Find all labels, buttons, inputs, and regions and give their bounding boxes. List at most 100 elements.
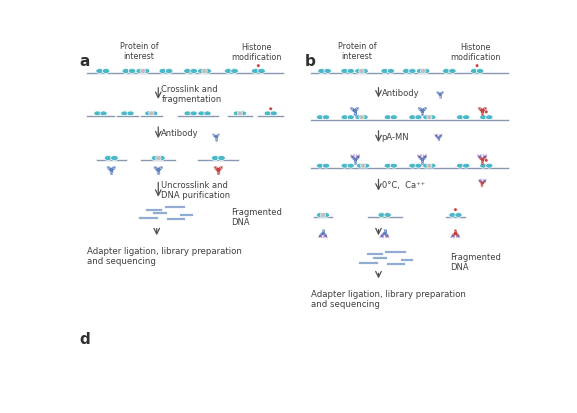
Ellipse shape [184, 112, 191, 116]
Ellipse shape [359, 116, 364, 120]
Ellipse shape [353, 155, 354, 157]
Ellipse shape [424, 108, 426, 110]
Ellipse shape [264, 112, 271, 116]
Ellipse shape [479, 157, 481, 159]
Ellipse shape [269, 108, 272, 111]
Ellipse shape [355, 69, 362, 74]
Ellipse shape [415, 116, 422, 120]
Ellipse shape [143, 69, 150, 74]
Ellipse shape [155, 156, 161, 161]
Ellipse shape [102, 69, 110, 74]
Ellipse shape [320, 213, 326, 218]
Ellipse shape [388, 237, 389, 239]
Ellipse shape [419, 157, 421, 159]
Ellipse shape [485, 179, 486, 180]
Ellipse shape [421, 162, 424, 164]
Ellipse shape [357, 108, 359, 110]
Ellipse shape [421, 69, 426, 74]
Ellipse shape [485, 111, 488, 114]
Ellipse shape [149, 112, 154, 116]
Ellipse shape [354, 114, 355, 116]
Ellipse shape [429, 116, 436, 120]
Ellipse shape [415, 164, 422, 169]
Ellipse shape [417, 155, 418, 157]
Ellipse shape [481, 179, 482, 180]
Ellipse shape [237, 112, 242, 116]
Text: d: d [80, 331, 91, 346]
Text: Histone
modification: Histone modification [231, 43, 282, 62]
Ellipse shape [384, 116, 391, 120]
Ellipse shape [233, 112, 241, 116]
Ellipse shape [215, 139, 217, 141]
Ellipse shape [484, 157, 486, 159]
Ellipse shape [423, 164, 430, 169]
Ellipse shape [341, 116, 349, 120]
Text: Uncrosslink and
DNA purification: Uncrosslink and DNA purification [162, 180, 230, 200]
Ellipse shape [477, 155, 478, 157]
Ellipse shape [214, 167, 216, 169]
Ellipse shape [463, 164, 470, 169]
Ellipse shape [128, 69, 136, 74]
Ellipse shape [145, 112, 152, 116]
Ellipse shape [198, 112, 205, 116]
Ellipse shape [449, 69, 456, 74]
Ellipse shape [381, 235, 383, 237]
Ellipse shape [409, 164, 416, 169]
Ellipse shape [454, 237, 455, 239]
Ellipse shape [211, 156, 219, 161]
Ellipse shape [486, 155, 487, 157]
Ellipse shape [258, 69, 265, 74]
Ellipse shape [354, 162, 357, 164]
Ellipse shape [239, 112, 246, 116]
Text: Antibody: Antibody [162, 129, 199, 138]
Ellipse shape [318, 237, 319, 238]
Ellipse shape [454, 209, 457, 212]
Ellipse shape [423, 155, 424, 157]
Ellipse shape [122, 69, 130, 74]
Ellipse shape [325, 235, 327, 237]
Ellipse shape [213, 135, 215, 136]
Ellipse shape [224, 69, 232, 74]
Text: Histone
modification: Histone modification [450, 43, 501, 62]
Ellipse shape [455, 213, 462, 218]
Ellipse shape [423, 116, 430, 120]
Ellipse shape [426, 116, 432, 120]
Ellipse shape [201, 69, 207, 74]
Ellipse shape [409, 116, 416, 120]
Text: a: a [80, 54, 90, 69]
Ellipse shape [322, 230, 324, 232]
Ellipse shape [440, 136, 441, 138]
Ellipse shape [486, 116, 493, 120]
Text: 0°C,  Ca⁺⁺: 0°C, Ca⁺⁺ [381, 181, 425, 190]
Ellipse shape [479, 181, 481, 183]
Ellipse shape [390, 164, 398, 169]
Ellipse shape [437, 93, 439, 94]
Ellipse shape [151, 112, 158, 116]
Ellipse shape [417, 69, 424, 74]
Ellipse shape [456, 237, 457, 238]
Ellipse shape [455, 230, 456, 232]
Ellipse shape [477, 69, 484, 74]
Ellipse shape [355, 116, 362, 120]
Ellipse shape [359, 155, 360, 157]
Ellipse shape [270, 112, 278, 116]
Ellipse shape [357, 164, 364, 169]
Ellipse shape [361, 164, 366, 169]
Ellipse shape [361, 116, 368, 120]
Ellipse shape [486, 164, 493, 169]
Ellipse shape [456, 116, 464, 120]
Ellipse shape [483, 155, 484, 157]
Ellipse shape [347, 69, 354, 74]
Ellipse shape [384, 213, 391, 218]
Text: Protein of
interest: Protein of interest [119, 42, 158, 61]
Ellipse shape [484, 181, 486, 183]
Ellipse shape [104, 156, 112, 161]
Ellipse shape [159, 69, 167, 74]
Ellipse shape [231, 69, 238, 74]
Ellipse shape [480, 155, 482, 157]
Text: Adapter ligation, library preparation
and sequencing: Adapter ligation, library preparation an… [311, 289, 466, 309]
Ellipse shape [383, 237, 384, 239]
Ellipse shape [482, 185, 484, 187]
Ellipse shape [381, 69, 388, 74]
Ellipse shape [459, 237, 460, 239]
